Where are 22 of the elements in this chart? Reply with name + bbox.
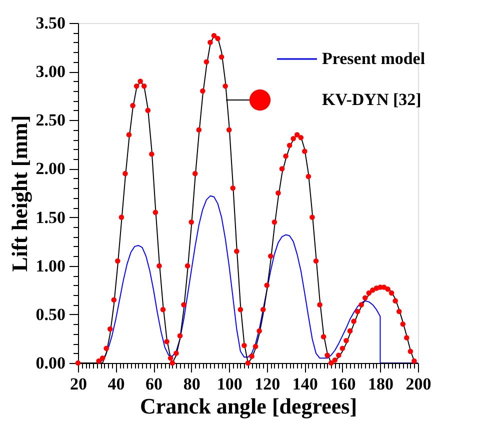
y-tick-label: 2.50 — [36, 110, 66, 130]
x-tick-label: 20 — [70, 374, 87, 394]
x-tick-label: 100 — [216, 374, 242, 394]
x-axis-title: Cranck angle [degrees] — [140, 394, 358, 418]
y-tick-label: 1.50 — [36, 208, 66, 227]
y-tick-label: 2.00 — [36, 159, 66, 178]
y-tick-label: 0.50 — [36, 304, 66, 324]
x-tick-label: 140 — [292, 374, 318, 394]
x-tick-label: 120 — [254, 374, 280, 394]
x-tick-label: 40 — [108, 374, 125, 394]
series-label: KV-DYN [32] — [322, 90, 422, 109]
x-tick-label: 180 — [368, 374, 394, 394]
legend-label: Present model — [322, 49, 426, 68]
y-tick-label: 0.00 — [36, 354, 66, 372]
x-tick-label: 60 — [146, 374, 163, 394]
y-tick-label: 3.00 — [36, 62, 66, 82]
y-tick-label: 1.00 — [36, 256, 66, 276]
x-tick-label: 200 — [406, 374, 432, 394]
y-tick-label: 3.50 — [36, 14, 66, 32]
x-tick-label: 80 — [183, 374, 200, 394]
y-axis-title: Lift height [mm] — [6, 115, 32, 272]
x-tick-label: 160 — [330, 374, 356, 394]
